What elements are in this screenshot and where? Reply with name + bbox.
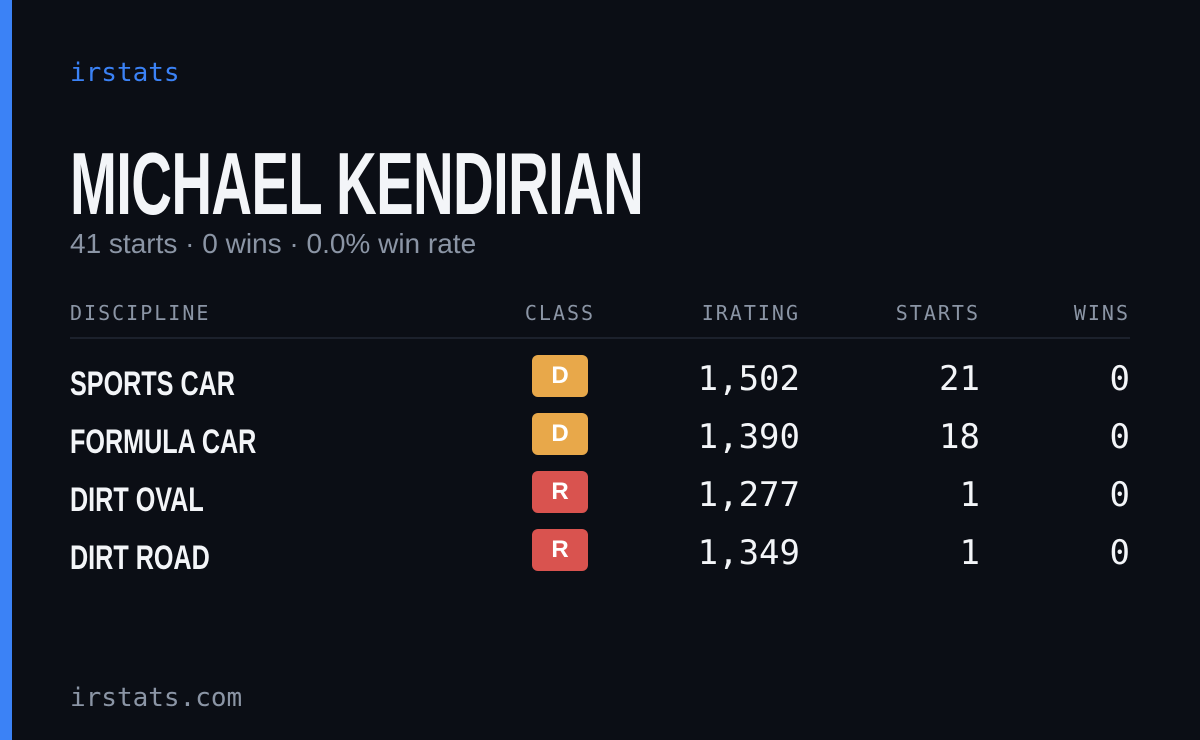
class-badge: D: [532, 413, 588, 455]
starts: 18: [939, 417, 980, 457]
footer: irstats.com: [70, 683, 243, 713]
discipline: FORMULA CAR: [70, 423, 257, 461]
column-header: STARTS: [895, 301, 980, 325]
irating: 1,502: [697, 359, 800, 399]
class-badge: R: [532, 471, 588, 513]
accent-bar: [0, 0, 12, 740]
column-header: DISCIPLINE: [70, 301, 211, 325]
column-header: WINS: [1073, 301, 1130, 325]
wins: 0: [1109, 417, 1130, 457]
column-header: IRATING: [701, 301, 800, 325]
starts: 1: [959, 533, 980, 573]
wins: 0: [1109, 475, 1130, 515]
discipline: DIRT OVAL: [70, 481, 204, 519]
class-badge: D: [532, 355, 588, 397]
irating: 1,390: [697, 417, 800, 457]
discipline: DIRT ROAD: [70, 539, 210, 577]
header-rule: [70, 337, 1130, 339]
class-badge: R: [532, 529, 588, 571]
wins: 0: [1109, 359, 1130, 399]
irating: 1,277: [697, 475, 800, 515]
brand: irstats: [70, 58, 180, 88]
column-header: CLASS: [524, 301, 596, 325]
player-name: MICHAEL KENDIRIAN: [70, 134, 644, 233]
summary: 41 starts · 0 wins · 0.0% win rate: [70, 228, 477, 259]
starts: 21: [939, 359, 980, 399]
starts: 1: [959, 475, 980, 515]
irating: 1,349: [697, 533, 800, 573]
discipline: SPORTS CAR: [70, 365, 235, 403]
wins: 0: [1109, 533, 1130, 573]
